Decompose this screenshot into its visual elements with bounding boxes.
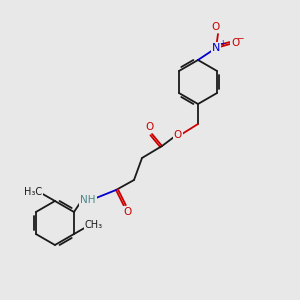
Text: N: N bbox=[212, 43, 220, 53]
Text: NH: NH bbox=[80, 195, 96, 205]
Text: CH₃: CH₃ bbox=[85, 220, 103, 230]
Text: O: O bbox=[124, 207, 132, 217]
Text: O: O bbox=[212, 22, 220, 32]
Text: O: O bbox=[145, 122, 153, 132]
Text: +: + bbox=[219, 38, 225, 47]
Text: H₃C: H₃C bbox=[24, 187, 42, 197]
Text: O: O bbox=[231, 38, 239, 48]
Text: O: O bbox=[174, 130, 182, 140]
Text: −: − bbox=[236, 34, 244, 43]
